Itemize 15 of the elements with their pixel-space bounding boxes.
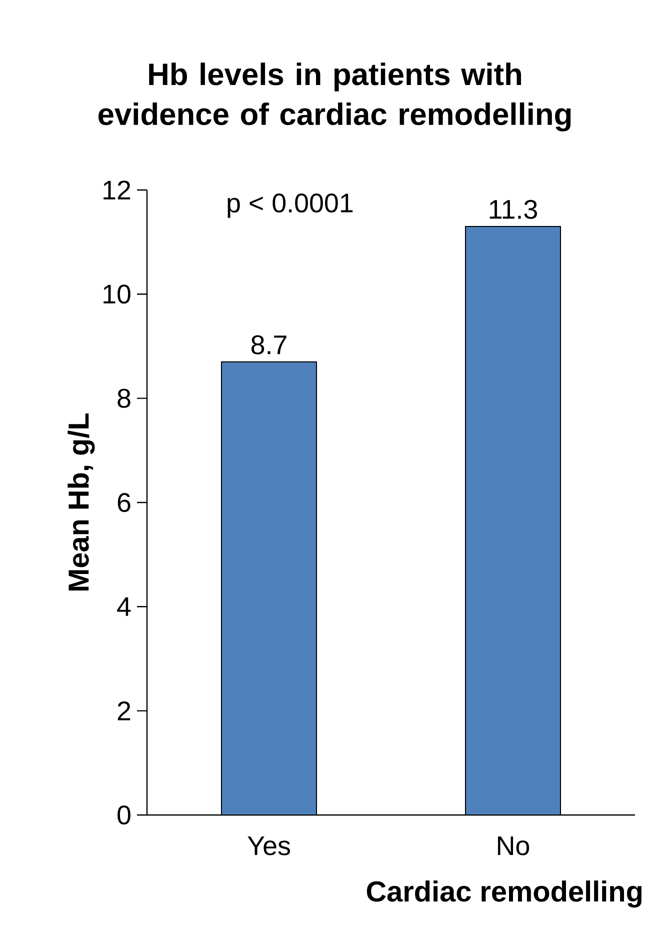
y-tick-label: 4 [117, 597, 131, 616]
y-axis-title: Mean Hb, g/L [68, 414, 95, 590]
y-tick-label: 2 [118, 701, 130, 720]
data-label: 11.3 [490, 200, 537, 219]
y-tick-label: 8 [118, 388, 130, 408]
x-axis-title: Cardiac remodelling [366, 880, 642, 908]
annotation: p < 0.0001 [228, 194, 353, 218]
chart-title: Hb levels in patients with evidence of cardiac remodelling [98, 62, 571, 132]
x-tick-label: No [498, 836, 530, 856]
y-tick-label: 6 [118, 492, 130, 512]
x-tick-label: Yes [248, 836, 290, 856]
y-tick-label: 10 [104, 284, 130, 304]
y-tick-label: 0 [118, 805, 130, 825]
y-tick-label: 12 [104, 180, 130, 200]
data-label: 8.7 [251, 335, 286, 354]
